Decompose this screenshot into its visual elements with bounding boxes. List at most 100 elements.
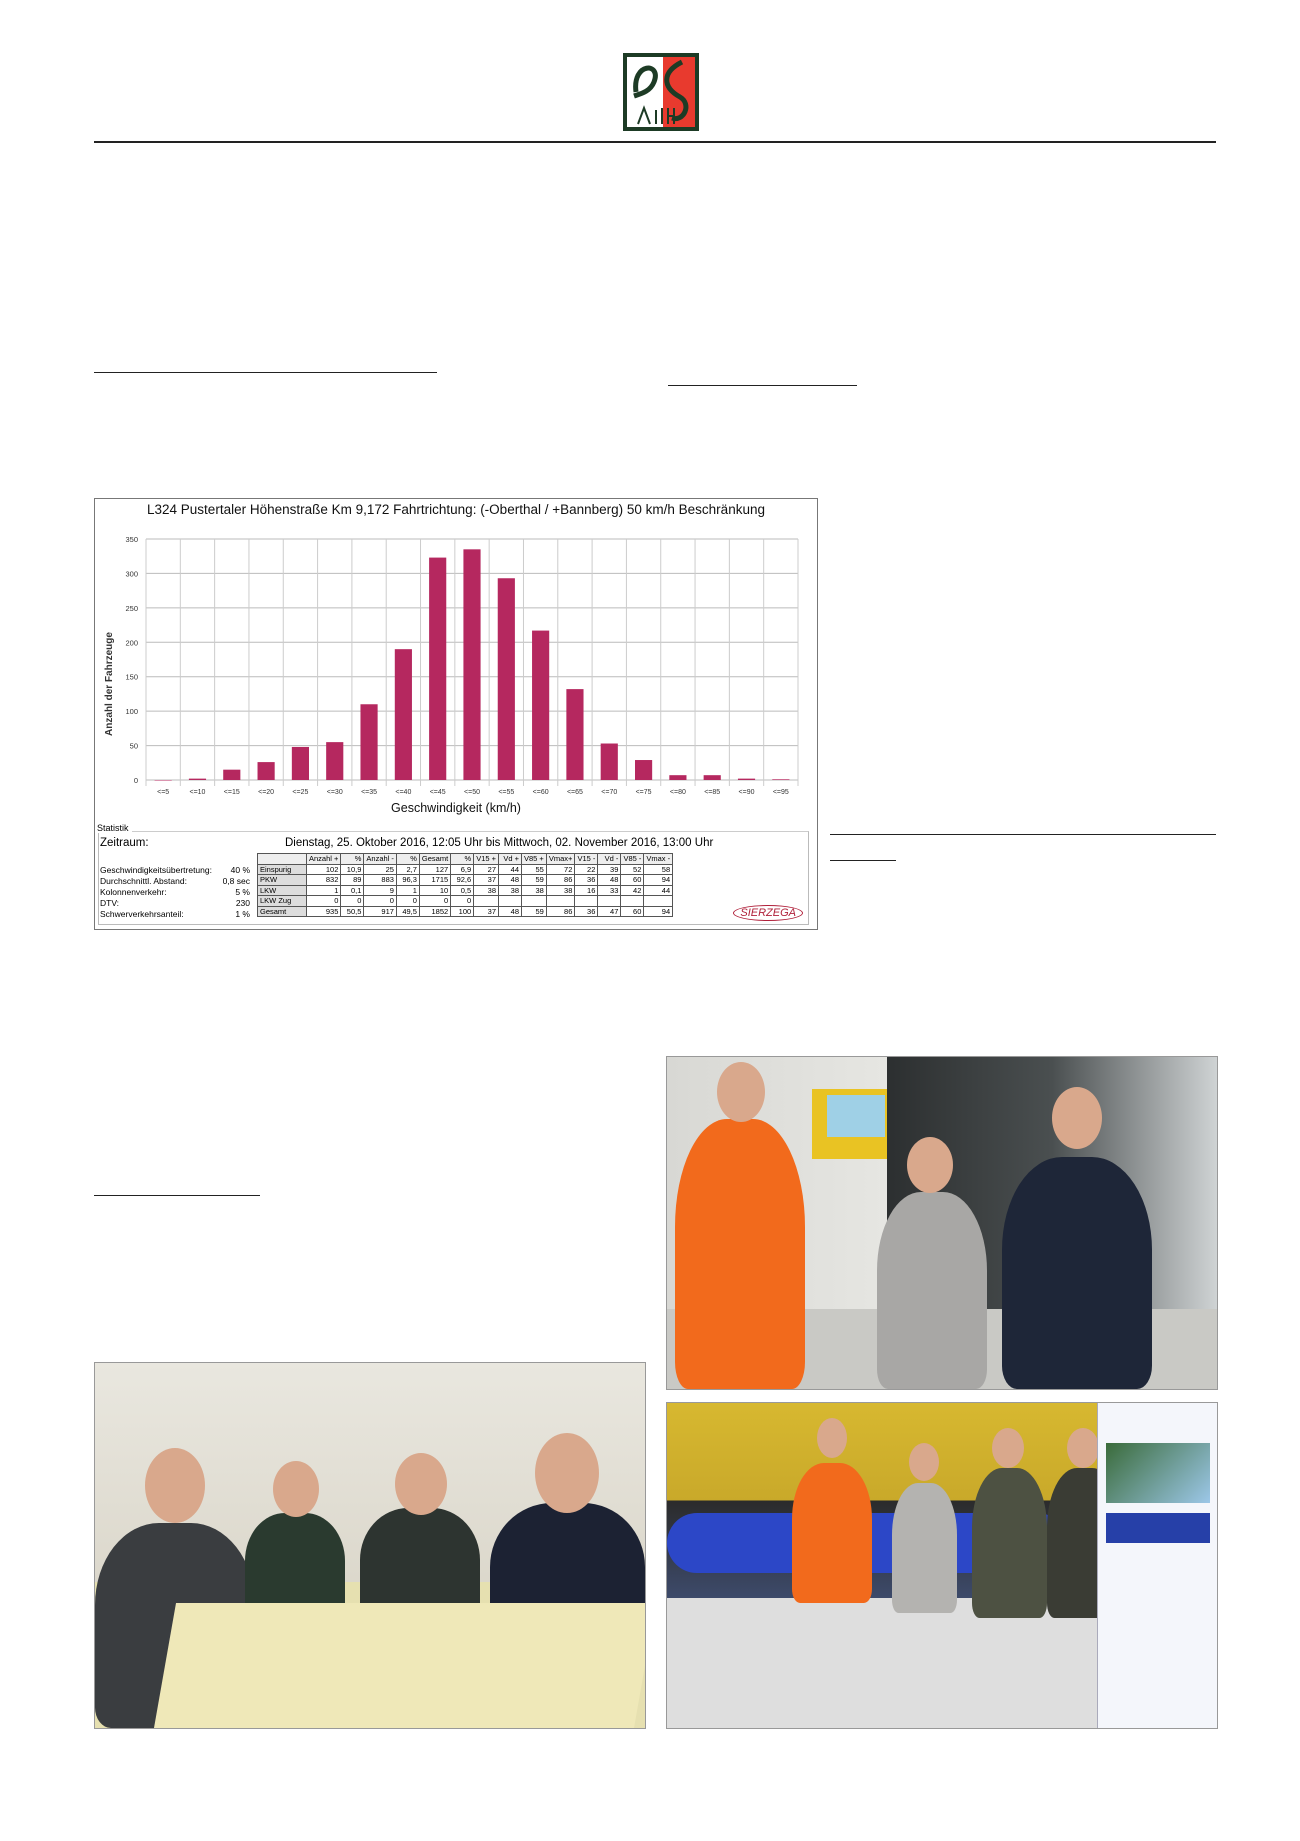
bar	[188, 778, 207, 780]
bar	[360, 704, 378, 780]
bar	[394, 649, 412, 780]
table-cell: 1	[305, 884, 342, 896]
table-row: LKW Zug 0 0 0 0 0 0	[257, 895, 674, 907]
photo-power-station	[666, 1402, 1218, 1729]
table-cell: Gesamt	[257, 905, 307, 917]
table-row: Einspurig 102 10,9 25 2,7 127 6,9 27 44 55 72 22 39 5…	[257, 863, 674, 875]
bar	[154, 780, 172, 781]
y-tick-label: 200	[125, 638, 138, 647]
table-cell: Anzahl -	[363, 853, 397, 865]
table-cell	[643, 895, 674, 907]
bar	[497, 578, 515, 780]
table-cell: 59	[521, 905, 547, 917]
x-tick-label: <=25	[292, 789, 308, 796]
stat-label: Geschwindigkeitsübertretung:	[100, 865, 212, 875]
x-tick-label: <=95	[773, 789, 789, 796]
table-cell: 37	[473, 905, 499, 917]
statistics-legend: Statistik	[97, 823, 132, 833]
table-cell: 44	[643, 884, 674, 896]
x-tick-label: <=45	[430, 789, 446, 796]
header-rule	[94, 141, 1216, 143]
table-cell: 0	[450, 895, 475, 907]
table-row: LKW 1 0,1 9 1 10 0,5 38 38 38 38 16 33 42 44	[257, 884, 674, 896]
table-cell: Vd -	[597, 853, 622, 865]
table-cell	[574, 895, 599, 907]
table-cell: 1852	[418, 905, 452, 917]
x-tick-label: <=60	[533, 789, 549, 796]
y-tick-label: 150	[125, 673, 138, 682]
table-cell: 48	[498, 874, 522, 886]
table-cell: 917	[363, 905, 397, 917]
bar	[600, 743, 618, 780]
table-cell: 10	[418, 884, 452, 896]
table-cell: 1	[395, 884, 420, 896]
table-cell: 25	[363, 863, 397, 875]
table-cell	[620, 895, 645, 907]
stat-item: Durchschnittl. Abstand: 0,8 sec	[100, 876, 250, 886]
table-cell: 100	[450, 905, 475, 917]
stat-value: 0,8 sec	[222, 876, 250, 886]
y-tick-label: 0	[134, 776, 138, 785]
bar	[257, 762, 275, 780]
table-cell: 16	[574, 884, 599, 896]
x-tick-label: <=30	[327, 789, 343, 796]
bar	[703, 775, 721, 780]
table-cell: 38	[545, 884, 576, 896]
table-cell: 38	[521, 884, 547, 896]
table-cell: 38	[498, 884, 522, 896]
table-cell	[521, 895, 547, 907]
table-cell: 58	[643, 863, 674, 875]
table-cell: 27	[473, 863, 499, 875]
table-cell: 0	[340, 895, 365, 907]
table-cell: LKW Zug	[257, 895, 307, 907]
stat-label: Kolonnenverkehr:	[100, 887, 167, 897]
y-tick-label: 350	[125, 535, 138, 544]
statistics-box	[98, 831, 809, 925]
speed-chart: L324 Pustertaler Höhenstraße Km 9,172 Fa…	[94, 498, 818, 930]
table-cell: 10,9	[340, 863, 365, 875]
table-header-row: Anzahl +% Anzahl -% Gesamt% V15 + Vd + V85 + V…	[257, 853, 674, 865]
zeitraum-value: Dienstag, 25. Oktober 2016, 12:05 Uhr bi…	[285, 837, 714, 849]
table-cell	[473, 895, 499, 907]
underline-rule	[830, 860, 896, 861]
table-cell: 48	[597, 874, 622, 886]
table-cell: V15 +	[473, 853, 499, 865]
bar	[772, 779, 790, 780]
table-cell: 6,9	[450, 863, 475, 875]
stat-item: Geschwindigkeitsübertretung: 40 %	[100, 865, 250, 875]
stat-value: 230	[235, 898, 250, 908]
table-cell: 94	[643, 874, 674, 886]
stat-value: 5 %	[235, 887, 250, 897]
underline-rule	[94, 372, 437, 373]
x-tick-label: <=65	[567, 789, 583, 796]
bar	[635, 760, 653, 780]
stat-label: Durchschnittl. Abstand:	[100, 876, 187, 886]
stat-item: Kolonnenverkehr: 5 %	[100, 887, 250, 897]
bar	[566, 689, 584, 780]
chart-title: L324 Pustertaler Höhenstraße Km 9,172 Fa…	[147, 502, 765, 517]
table-cell: 72	[545, 863, 576, 875]
sierzega-logo: SIERZEGA	[733, 905, 803, 921]
stat-value: 1 %	[235, 909, 250, 919]
x-tick-label: <=50	[464, 789, 480, 796]
bar	[429, 557, 447, 780]
table-cell: %	[450, 853, 475, 865]
table-cell: 55	[521, 863, 547, 875]
table-cell: 0	[305, 895, 342, 907]
table-cell: 60	[620, 905, 645, 917]
bar-plot: 0 50 100 150 200 250 300 350 <=5 <=10 <=15 <=20 <=25…	[125, 535, 799, 796]
table-cell: 127	[418, 863, 452, 875]
table-cell: Gesamt	[418, 853, 452, 865]
underline-rule	[668, 385, 857, 386]
table-cell: 935	[305, 905, 342, 917]
bar	[737, 778, 756, 780]
table-cell: %	[340, 853, 365, 865]
underline-rule	[830, 834, 1216, 835]
table-row: Gesamt 935 50,5 917 49,5 1852 100 37 48 59 86 36 47 6…	[257, 905, 674, 917]
x-tick-label: <=10	[189, 789, 205, 796]
table-cell: V15 -	[574, 853, 599, 865]
table-cell: 37	[473, 874, 499, 886]
table-cell: 832	[305, 874, 342, 886]
x-tick-label: <=80	[670, 789, 686, 796]
